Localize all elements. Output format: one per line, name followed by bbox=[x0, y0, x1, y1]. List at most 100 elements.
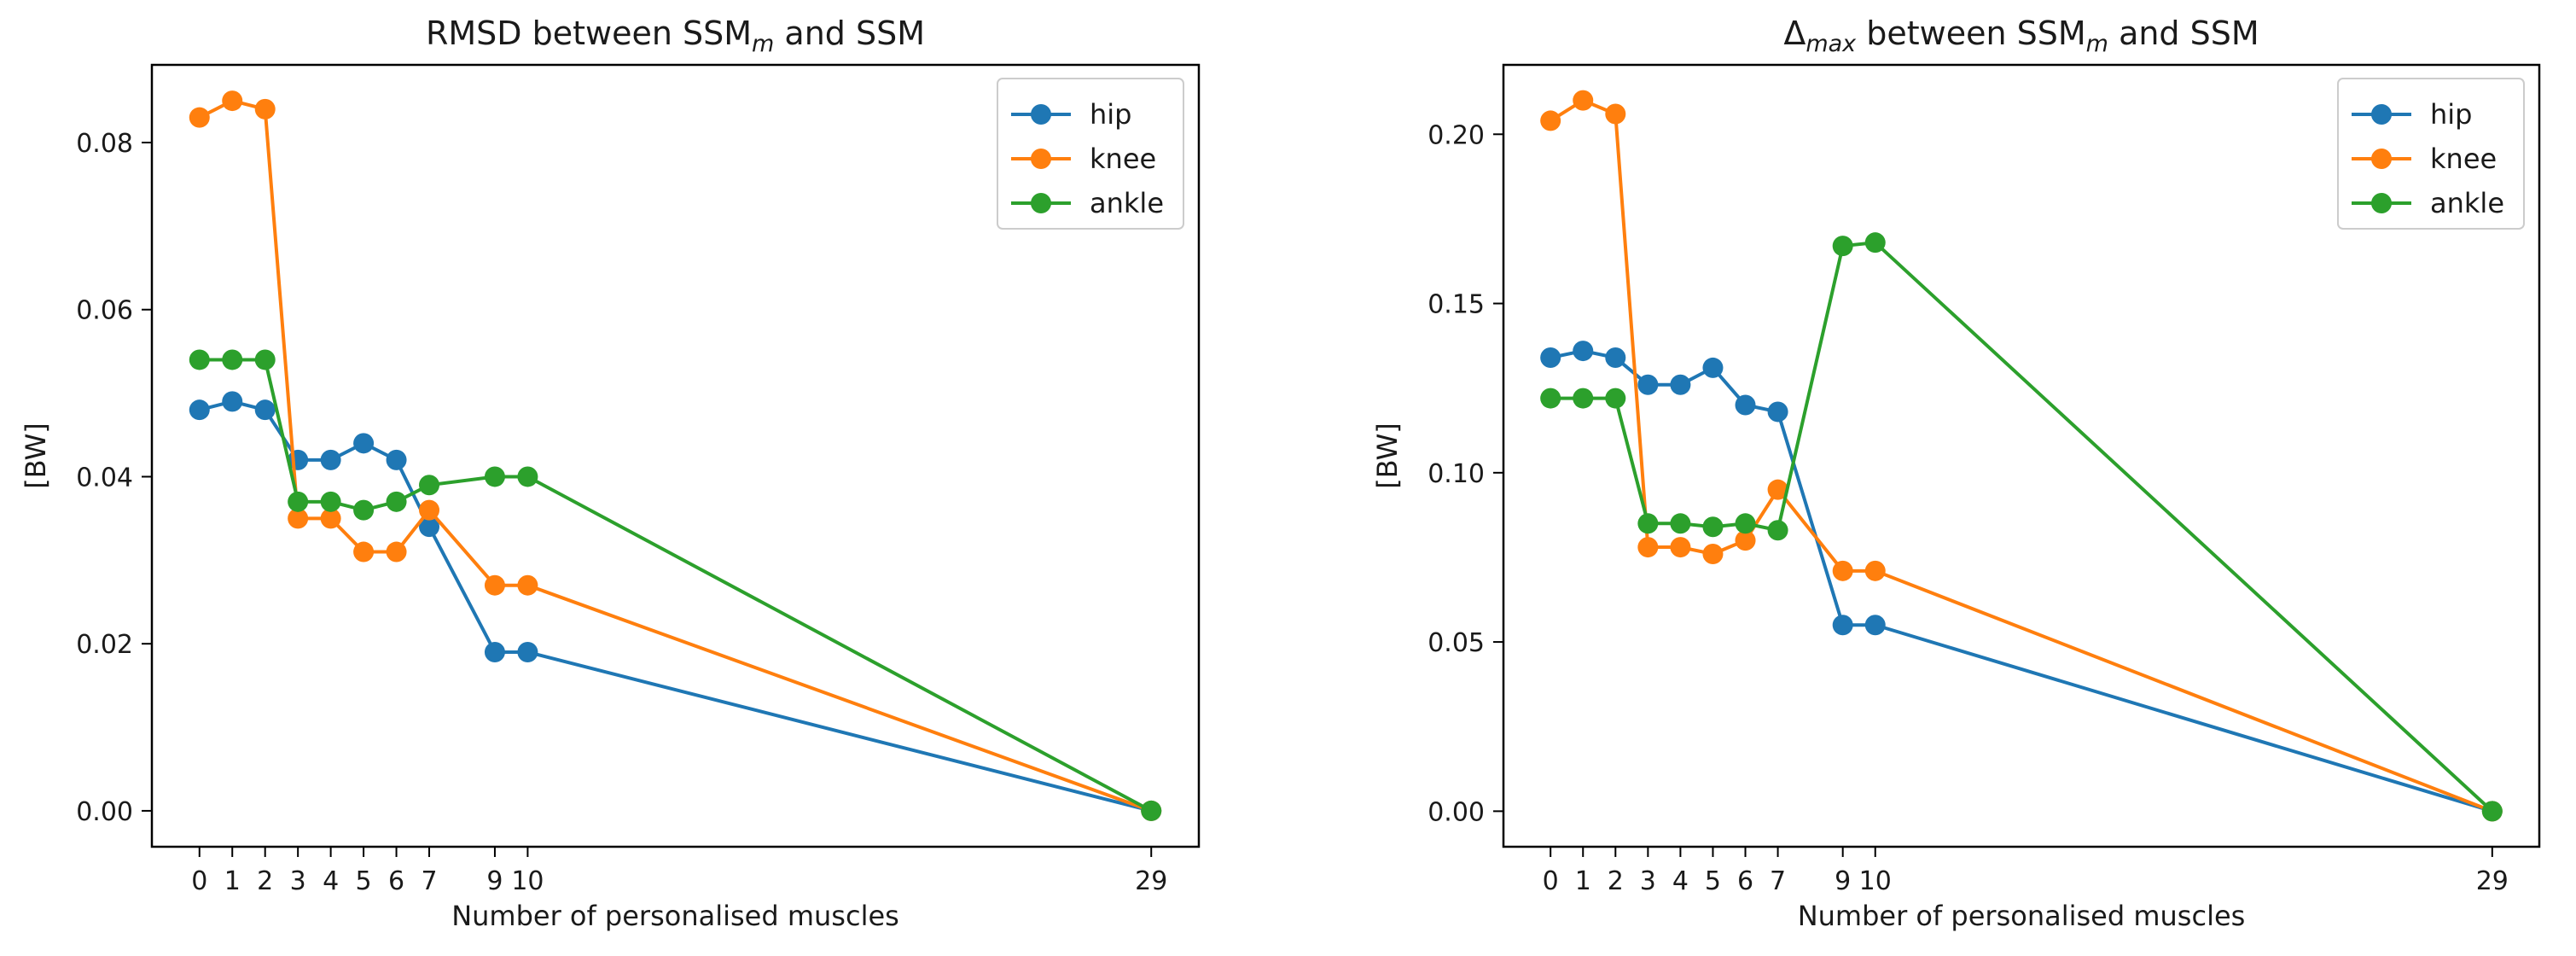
series-line-ankle bbox=[1550, 241, 2494, 813]
data-point-knee bbox=[320, 508, 341, 529]
x-tick-label: 7 bbox=[421, 866, 437, 896]
data-point-knee bbox=[1540, 110, 1561, 131]
x-tick-label: 9 bbox=[486, 866, 503, 896]
x-tick-label: 2 bbox=[257, 866, 273, 896]
data-point-knee bbox=[1702, 543, 1724, 564]
x-tick-label: 29 bbox=[1135, 866, 1167, 896]
x-tick-label: 5 bbox=[1705, 866, 1721, 896]
data-point-knee bbox=[517, 574, 538, 596]
data-point-ankle bbox=[320, 491, 341, 512]
data-point-knee bbox=[353, 541, 375, 563]
data-point-hip bbox=[1605, 347, 1626, 369]
legend-label-knee: knee bbox=[1090, 143, 1156, 175]
data-point-knee bbox=[1767, 479, 1788, 500]
x-tick-label: 10 bbox=[1859, 866, 1892, 896]
data-point-knee bbox=[1670, 537, 1691, 558]
x-tick-label: 9 bbox=[1835, 866, 1851, 896]
series-line-hip bbox=[1550, 349, 2493, 813]
y-tick-label: 0.00 bbox=[1428, 797, 1485, 827]
data-point-ankle bbox=[1702, 516, 1724, 538]
y-tick-label: 0.08 bbox=[76, 129, 133, 159]
data-point-knee bbox=[1573, 90, 1594, 111]
y-axis-label: [BW] bbox=[1371, 423, 1404, 488]
x-tick-label: 1 bbox=[224, 866, 241, 896]
data-point-hip bbox=[484, 641, 505, 662]
data-point-ankle bbox=[419, 475, 440, 496]
plot-frame bbox=[1502, 63, 2541, 848]
data-point-hip bbox=[386, 449, 407, 470]
data-point-knee bbox=[1864, 560, 1886, 581]
x-tick-label: 4 bbox=[323, 866, 339, 896]
data-point-ankle bbox=[1735, 513, 1756, 534]
legend: hip knee ankle bbox=[997, 78, 1184, 230]
legend-label-hip: hip bbox=[1090, 98, 1131, 131]
legend-label-knee: knee bbox=[2430, 143, 2497, 175]
data-point-hip bbox=[1735, 394, 1756, 416]
data-point-knee bbox=[386, 541, 407, 563]
data-point-ankle bbox=[353, 499, 375, 521]
x-axis-label: Number of personalised muscles bbox=[1798, 900, 2246, 932]
data-point-hip bbox=[1767, 401, 1788, 423]
chart-title: RMSD between SSMm and SSM bbox=[426, 15, 925, 57]
plot-frame bbox=[150, 63, 1201, 848]
data-point-ankle bbox=[1670, 513, 1691, 534]
data-point-knee bbox=[288, 508, 309, 529]
y-tick-label: 0.06 bbox=[76, 296, 133, 326]
data-point-ankle bbox=[1141, 800, 1162, 821]
y-tick-label: 0.10 bbox=[1428, 459, 1485, 489]
data-point-knee bbox=[189, 107, 210, 128]
data-point-ankle bbox=[484, 466, 505, 487]
y-tick-label: 0.15 bbox=[1428, 290, 1485, 320]
legend-marker-hip bbox=[1031, 104, 1051, 125]
data-point-ankle bbox=[254, 349, 276, 370]
data-point-hip bbox=[419, 516, 440, 538]
data-point-knee bbox=[484, 574, 505, 596]
legend-label-ankle: ankle bbox=[1090, 187, 1164, 219]
y-tick-label: 0.05 bbox=[1428, 628, 1485, 658]
x-tick-label: 0 bbox=[1543, 866, 1559, 896]
data-point-ankle bbox=[288, 491, 309, 512]
data-point-ankle bbox=[386, 491, 407, 512]
x-axis-label: Number of personalised muscles bbox=[451, 900, 899, 932]
legend-marker-hip bbox=[2371, 104, 2392, 125]
y-axis-label: [BW] bbox=[20, 423, 52, 488]
data-point-hip bbox=[353, 433, 375, 454]
legend-label-ankle: ankle bbox=[2430, 187, 2504, 219]
data-point-knee bbox=[419, 499, 440, 521]
x-tick-label: 0 bbox=[191, 866, 207, 896]
data-point-hip bbox=[1540, 347, 1561, 369]
data-point-ankle bbox=[1605, 388, 1626, 409]
data-point-ankle bbox=[1832, 236, 1853, 257]
series-line-hip bbox=[199, 399, 1152, 813]
data-point-ankle bbox=[1540, 388, 1561, 409]
chart-1: RMSD between SSMm and SSM 0 1 2 3 4 5 6 7 9 10 29 0.… bbox=[20, 15, 1201, 932]
legend-marker-ankle bbox=[2371, 193, 2392, 213]
data-point-ankle bbox=[1637, 513, 1659, 534]
data-point-hip bbox=[254, 399, 276, 421]
data-point-hip bbox=[1832, 615, 1853, 636]
x-tick-label: 6 bbox=[1737, 866, 1753, 896]
data-point-hip bbox=[222, 391, 243, 412]
data-point-ankle bbox=[517, 466, 538, 487]
data-point-knee bbox=[1832, 560, 1853, 581]
x-tick-label: 3 bbox=[290, 866, 306, 896]
x-tick-label: 10 bbox=[511, 866, 544, 896]
x-tick-label: 6 bbox=[388, 866, 404, 896]
data-point-hip bbox=[1670, 374, 1691, 395]
data-point-knee bbox=[254, 98, 276, 120]
series-line-ankle bbox=[199, 358, 1153, 813]
legend-marker-knee bbox=[2371, 149, 2392, 169]
data-point-hip bbox=[320, 449, 341, 470]
data-point-ankle bbox=[1767, 520, 1788, 541]
data-point-hip bbox=[517, 641, 538, 662]
y-tick-label: 0.20 bbox=[1428, 120, 1485, 150]
x-tick-label: 2 bbox=[1608, 866, 1624, 896]
data-point-ankle bbox=[1864, 232, 1886, 254]
legend-label-hip: hip bbox=[2430, 98, 2472, 131]
data-point-knee bbox=[222, 90, 243, 112]
data-point-knee bbox=[1605, 103, 1626, 125]
data-point-knee bbox=[1637, 537, 1659, 558]
data-point-ankle bbox=[1573, 388, 1594, 409]
y-tick-label: 0.00 bbox=[76, 797, 133, 827]
